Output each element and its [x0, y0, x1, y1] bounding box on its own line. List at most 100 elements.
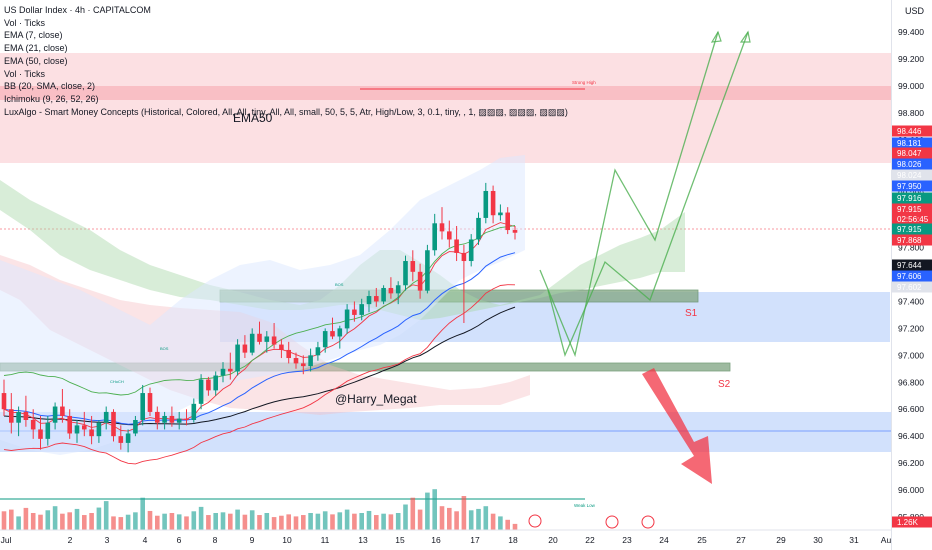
legend-line[interactable]: Vol · Ticks [4, 68, 46, 79]
bos-label-1: BOS [160, 346, 169, 351]
us-flag-event-icon[interactable] [528, 514, 542, 528]
candle-body [279, 344, 284, 350]
candle-body [1, 393, 7, 410]
candle-body [512, 230, 518, 233]
volume-bar [60, 513, 65, 530]
volume-bar [228, 513, 233, 530]
candle-body [395, 285, 401, 294]
candle-body [425, 250, 430, 291]
price-tick-label: 99.200 [898, 54, 924, 64]
price-tag-label: 1.26K [897, 518, 919, 527]
volume-bar [162, 513, 167, 530]
volume-bar [439, 506, 445, 530]
projection-path-2 [547, 31, 749, 357]
s2-label: S2 [718, 379, 731, 390]
time-tick-label: 10 [282, 535, 292, 545]
volume-bar [155, 515, 160, 530]
volume-bar [381, 513, 386, 530]
volume-bar [140, 497, 145, 530]
candle-body [352, 309, 357, 315]
price-tag: 98.446 [892, 125, 932, 137]
volume-bar [286, 514, 291, 530]
price-tag-bg [892, 234, 932, 246]
legend-line[interactable]: EMA (50, close) [4, 55, 68, 66]
volume-bar [308, 513, 313, 530]
us-flag-event-icon[interactable] [605, 515, 619, 529]
event-icons[interactable] [528, 514, 655, 529]
time-tick-label: 13 [358, 535, 368, 545]
time-axis[interactable]: Jul 2 3 4 6 8 9 10 11 13 15 16 17 18 20 22 23 24 25 27 29 30 3… [1, 535, 892, 545]
volume-bar [198, 506, 204, 530]
volume-bar [257, 515, 262, 530]
currency-label[interactable]: USD [904, 6, 924, 16]
price-tag-label: 98.024 [897, 171, 922, 180]
volume-bar [9, 509, 14, 530]
candle-body [447, 231, 452, 240]
volume-bar [249, 510, 255, 530]
volume-bar [498, 516, 503, 530]
price-axis[interactable]: USD 99.40099.20099.00098.80098.60098.400… [891, 0, 932, 550]
candle-body [235, 344, 240, 372]
candle-body [264, 336, 270, 342]
time-tick-label: 29 [776, 535, 786, 545]
volume-bar [293, 516, 299, 530]
price-axis-ticks: 99.40099.20099.00098.80098.60098.40098.2… [892, 27, 932, 528]
legend-line[interactable]: LuxAlgo - Smart Money Concepts (Historic… [4, 106, 568, 117]
price-tag-bg [892, 281, 932, 293]
us-flag-event-icon[interactable] [641, 515, 655, 529]
legend-line[interactable]: Vol · Ticks [4, 17, 46, 28]
legend-line[interactable]: EMA (21, close) [4, 43, 68, 54]
candle-body [228, 368, 233, 372]
volume-bar [271, 517, 277, 530]
volume-bar [344, 509, 350, 530]
legend-line[interactable]: BB (20, SMA, close, 2) [4, 81, 96, 92]
candle-body [403, 261, 408, 286]
volume-bar [191, 511, 197, 530]
price-tag-label: 97.950 [897, 182, 922, 191]
candle-body [271, 336, 277, 345]
time-tick-label: 9 [250, 535, 255, 545]
candle-body [111, 411, 116, 437]
price-tag: 97.915 [892, 223, 932, 235]
candle-body [293, 358, 299, 364]
volume-bar [30, 513, 36, 530]
price-tag-bg [892, 147, 932, 159]
candle-body [490, 190, 496, 216]
bearish-arrow [642, 368, 712, 484]
volume-bar [206, 515, 211, 530]
candle-body [381, 287, 386, 302]
volume-bar [118, 517, 124, 530]
volume-bar [432, 489, 437, 530]
price-tag: 98.026 [892, 158, 932, 170]
candle-body [118, 436, 124, 443]
volume-bar [461, 496, 467, 530]
price-tag-bg [892, 270, 932, 282]
legend-title: US Dollar Index · 4h · CAPITALCOM [4, 5, 151, 15]
legend-line[interactable]: EMA (7, close) [4, 30, 63, 41]
time-tick-label: 3 [105, 535, 110, 545]
price-tick-label: 97.200 [898, 323, 924, 333]
price-tick-label: 97.000 [898, 350, 924, 360]
chart-legend: US Dollar Index · 4h · CAPITALCOM Vol · … [4, 4, 568, 118]
ema50-label: EMA50 [233, 111, 273, 125]
candle-body [16, 411, 21, 423]
bollinger-upper-line [3, 225, 516, 396]
candle-body [9, 409, 14, 423]
time-tick-label: 22 [585, 535, 595, 545]
volume-bar [38, 514, 43, 530]
price-tag: 97.602 [892, 281, 932, 293]
volume-bar [96, 507, 102, 530]
legend-line[interactable]: Ichimoku (9, 26, 52, 26) [4, 93, 99, 104]
price-tag: 97.916 [892, 192, 932, 204]
volume-bar [125, 514, 131, 530]
candle-body [38, 429, 43, 439]
supply-zone-upper [0, 53, 892, 163]
projection-arrowhead-1 [710, 30, 722, 43]
candle-body [162, 415, 167, 423]
price-tag: 98.047 [892, 147, 932, 159]
candle-body [30, 420, 36, 430]
price-tag-label: 02:56:45 [897, 215, 929, 224]
volume-bar [52, 506, 58, 530]
price-tick-label: 97.800 [898, 243, 924, 253]
